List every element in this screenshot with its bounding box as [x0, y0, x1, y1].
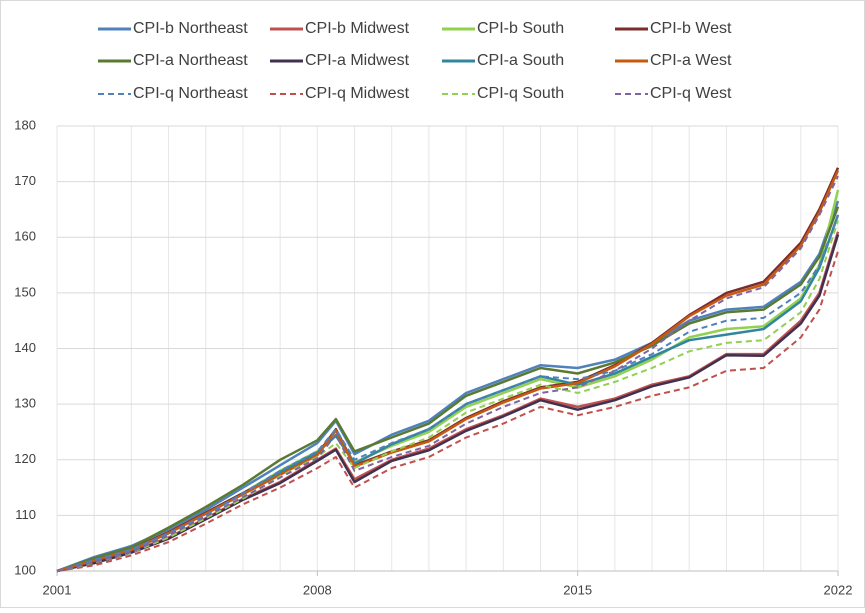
y-tick-label: 100	[14, 562, 36, 577]
series-line	[56, 200, 840, 573]
legend-label: CPI-q Northeast	[133, 85, 248, 102]
x-tick-label: 2001	[43, 582, 72, 597]
series-line	[56, 220, 839, 572]
legend-label: CPI-q West	[650, 85, 732, 102]
y-tick-label: 170	[14, 173, 36, 188]
x-tick-label: 2022	[824, 582, 853, 597]
legend-label: CPI-b Midwest	[305, 20, 410, 37]
legend-label: CPI-q South	[477, 85, 564, 102]
y-tick-label: 110	[15, 507, 36, 522]
y-tick-label: 120	[14, 451, 36, 466]
y-tick-label: 160	[14, 229, 36, 244]
y-tick-label: 140	[14, 340, 36, 355]
legend-label: CPI-a South	[477, 52, 564, 69]
y-tick-label: 180	[14, 117, 36, 132]
series-line	[56, 175, 839, 572]
series-line	[56, 250, 839, 572]
series-line	[56, 169, 840, 573]
y-tick-label: 150	[14, 284, 36, 299]
x-tick-label: 2008	[303, 582, 332, 597]
legend-label: CPI-a Northeast	[133, 52, 248, 69]
series-line	[56, 214, 839, 572]
legend-label: CPI-q Midwest	[305, 85, 410, 102]
legend-label: CPI-b South	[477, 20, 564, 37]
legend-label: CPI-a Midwest	[305, 52, 410, 69]
series-line	[56, 206, 840, 573]
legend-label: CPI-b West	[650, 20, 732, 37]
y-tick-label: 130	[14, 396, 36, 411]
legend-label: CPI-b Northeast	[133, 20, 248, 37]
x-tick-label: 2015	[563, 582, 592, 597]
legend-label: CPI-a West	[650, 52, 732, 69]
